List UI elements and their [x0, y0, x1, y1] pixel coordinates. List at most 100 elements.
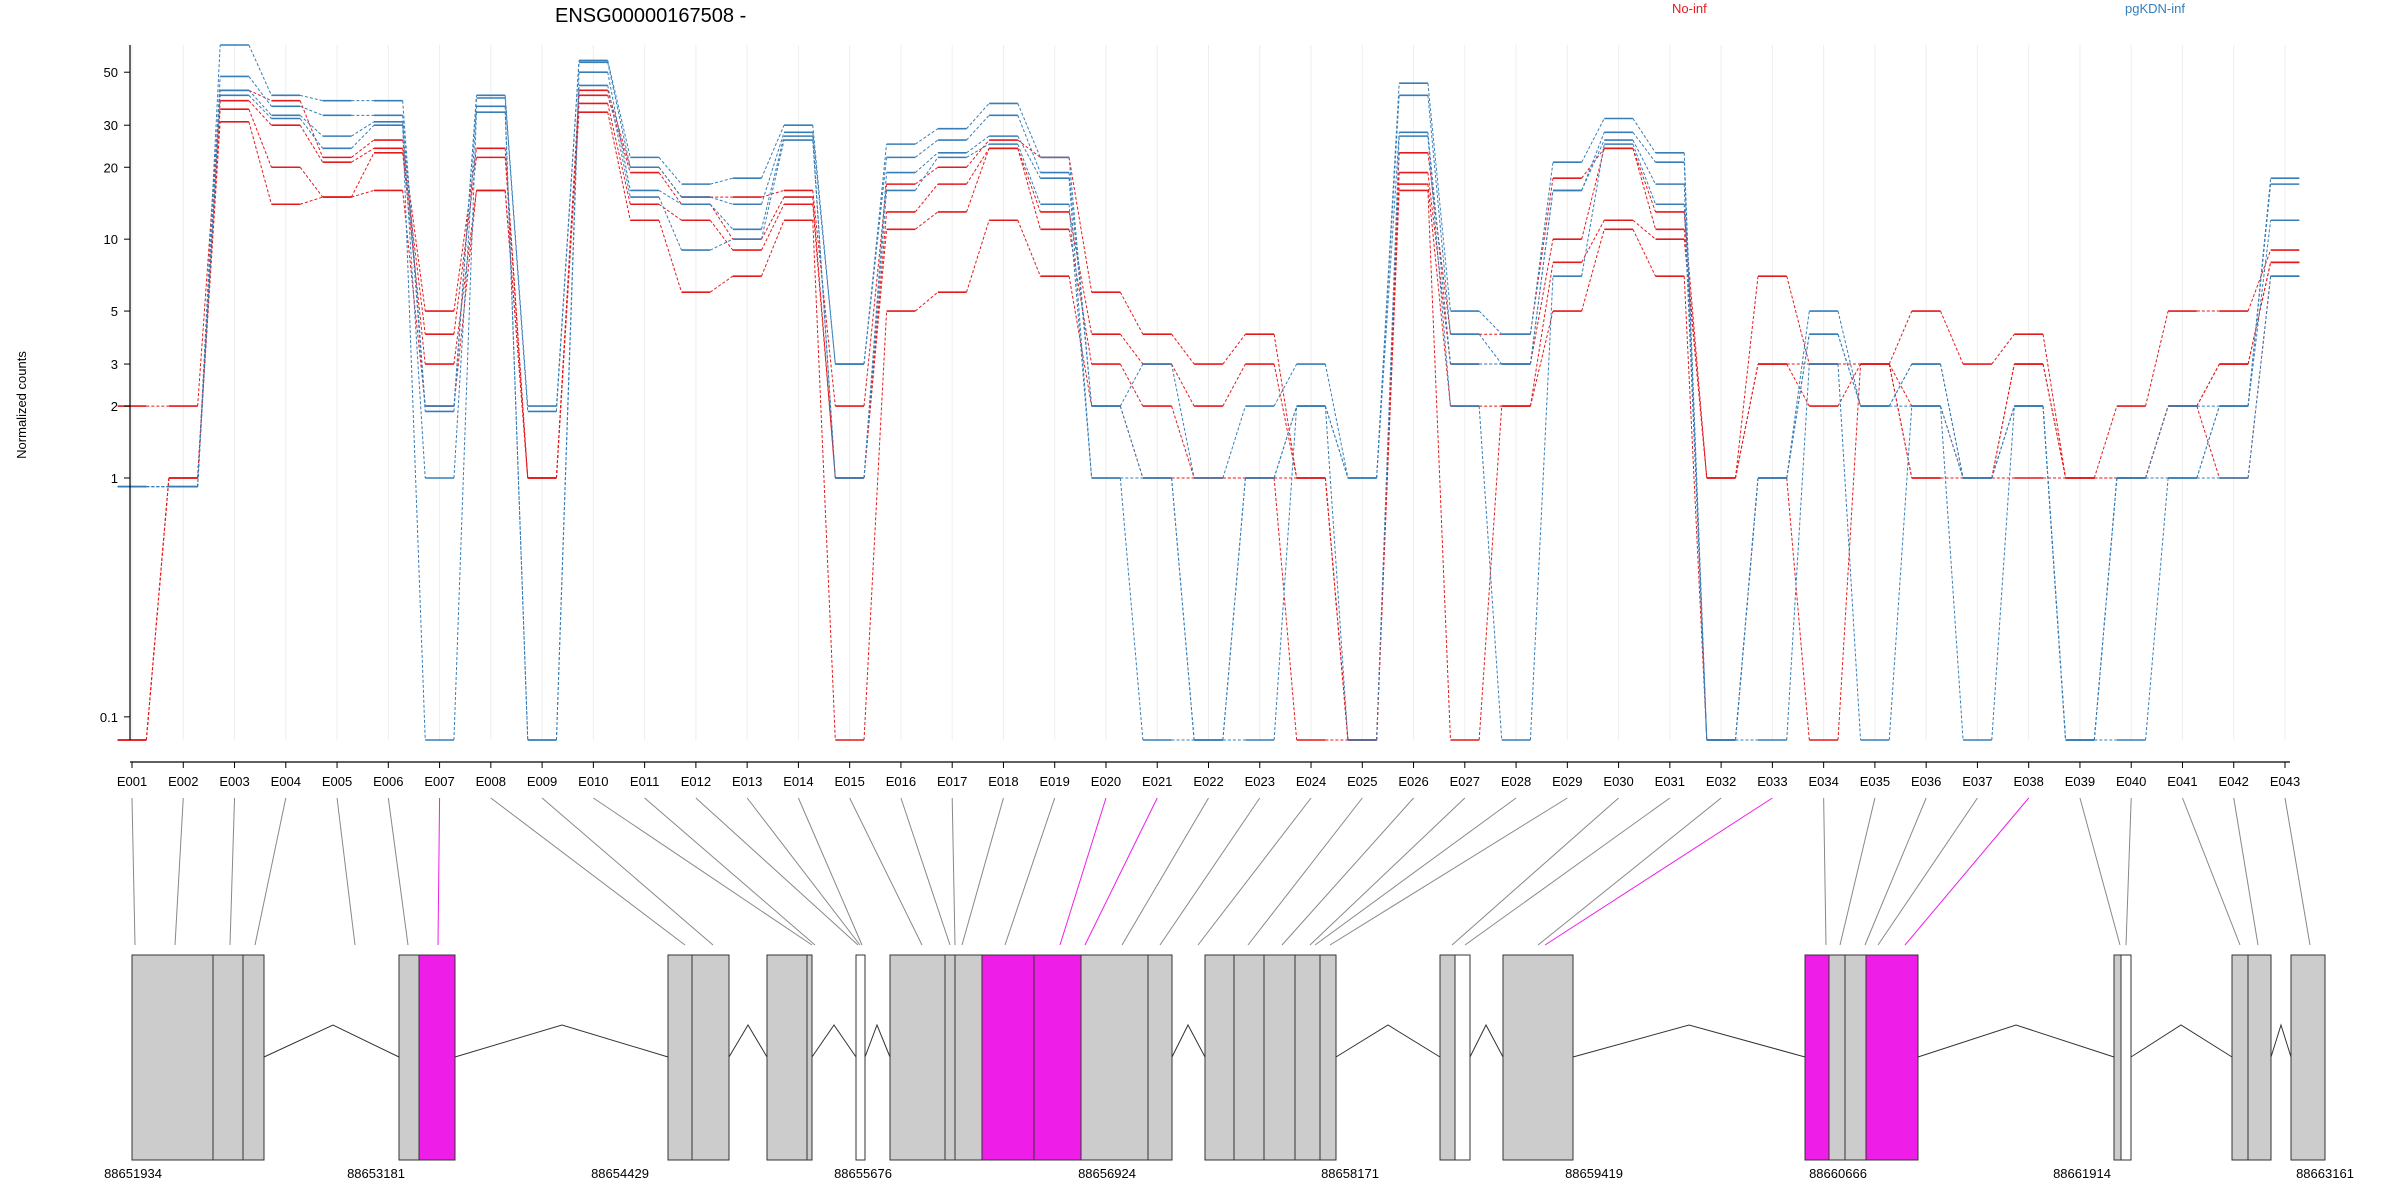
- connector-E011: [644, 797, 816, 946]
- series-3-connector: [1427, 190, 1451, 741]
- gene-model-layer: 88651934 88653181 88654429 88655676 88656924…: [104, 954, 2354, 1181]
- genomic-coordinate-label: 88655676: [834, 1166, 892, 1181]
- series-3-connector: [863, 311, 888, 741]
- x-tick-label-E018: E018: [988, 774, 1018, 789]
- exon-block: [889, 954, 946, 1161]
- exon-block: [2290, 954, 2326, 1161]
- intron-line: [864, 1023, 891, 1058]
- x-tick-label-E032: E032: [1706, 774, 1736, 789]
- series-0-connector: [402, 139, 426, 312]
- series-3-connector: [1683, 276, 1708, 741]
- series-0-connector: [453, 148, 477, 312]
- connector-E023: [1159, 797, 1261, 946]
- x-tick-label-E040: E040: [2116, 774, 2146, 789]
- series-6-connector: [914, 152, 939, 173]
- series-0-connector: [1119, 291, 1144, 335]
- exon-block: [667, 954, 693, 1161]
- series-6-connector: [607, 72, 631, 191]
- series-1-connector: [351, 147, 375, 163]
- series-7-connector: [1427, 136, 1451, 407]
- x-tick-label-E025: E025: [1347, 774, 1377, 789]
- genomic-coordinate-label: 88663161: [2296, 1166, 2354, 1181]
- series-7-connector: [1786, 364, 1810, 741]
- x-tick-label-E014: E014: [783, 774, 813, 789]
- series-4-connector: [1068, 157, 1093, 407]
- series-7-connector: [299, 118, 324, 149]
- x-tick-label-E021: E021: [1142, 774, 1172, 789]
- series-6-connector: [966, 135, 990, 154]
- genomic-coordinate-label: 88656924: [1078, 1166, 1136, 1181]
- series-4-connector: [1529, 162, 1554, 335]
- intron-line: [811, 1024, 857, 1058]
- series-4-connector: [300, 94, 323, 102]
- y-axis-label: Normalized counts: [14, 351, 29, 459]
- series-7-connector: [2145, 477, 2169, 741]
- y-tick-label: 2: [111, 399, 118, 414]
- series-0-connector: [1888, 310, 1913, 365]
- genomic-coordinate-label: 88658171: [1321, 1166, 1379, 1181]
- exon-block: [2113, 954, 2122, 1161]
- series-7-connector: [248, 95, 272, 119]
- connector-E031: [1464, 797, 1671, 946]
- exon-block: [1147, 954, 1173, 1161]
- x-tick-label-E029: E029: [1552, 774, 1582, 789]
- series-6-connector: [1940, 405, 1964, 479]
- series-1-connector: [709, 203, 734, 240]
- series-2-connector: [350, 152, 375, 198]
- series-6-connector: [1837, 334, 1862, 407]
- series-1-connector: [504, 157, 529, 479]
- series-0-connector: [2145, 310, 2169, 407]
- x-tick-label-E038: E038: [2014, 774, 2044, 789]
- legend-pgkdn-inf: pgKDN-inf: [2125, 1, 2185, 16]
- series-7-connector: [966, 143, 990, 158]
- connector-E022: [1121, 797, 1209, 946]
- series-5-connector: [402, 115, 426, 412]
- intron-line: [454, 1024, 669, 1058]
- connector-E025: [1247, 797, 1363, 946]
- series-7-connector: [402, 125, 426, 741]
- series-3-connector: [248, 121, 272, 205]
- series-1-connector: [299, 124, 324, 163]
- series-6-connector: [1017, 135, 1041, 179]
- intron-line: [263, 1024, 400, 1058]
- series-2-connector: [914, 211, 939, 230]
- series-6-connector: [402, 121, 426, 479]
- connector-E041: [2182, 797, 2241, 946]
- connector-E003: [229, 797, 236, 946]
- x-tick-label-E001: E001: [117, 774, 147, 789]
- series-1-connector: [966, 148, 990, 185]
- connector-E001: [131, 797, 136, 946]
- connector-E013: [746, 797, 861, 946]
- connector-E034: [1823, 797, 1827, 946]
- series-2-connector: [812, 204, 836, 479]
- exon-block: [855, 954, 866, 1161]
- connector-E018: [961, 797, 1004, 946]
- axis-layer: 0.1 1 2 3 5 10 20 30 50 E001 E002 E003 E004 E005 E006 E…: [100, 45, 2300, 789]
- series-4-connector: [1171, 363, 1195, 479]
- series-5-connector: [966, 114, 990, 141]
- y-tick-label: 50: [104, 65, 118, 80]
- series-5-connector: [812, 132, 836, 365]
- series-3-connector: [299, 196, 323, 205]
- series-2-connector: [1991, 363, 2015, 479]
- series-7-connector: [1991, 406, 2015, 741]
- series-4-connector: [607, 60, 631, 158]
- series-1-connector: [914, 183, 939, 213]
- series-0-connector: [1632, 148, 1656, 213]
- series-2-connector: [1017, 148, 1041, 230]
- x-tick-label-E009: E009: [527, 774, 557, 789]
- series-0-connector: [351, 139, 375, 158]
- series-7-connector: [1632, 143, 1656, 205]
- series-6-connector: [1632, 139, 1656, 185]
- series-1-connector: [248, 100, 272, 126]
- x-tick-label-E013: E013: [732, 774, 762, 789]
- series-2-connector: [2196, 363, 2220, 407]
- series-5-connector: [1888, 363, 1913, 407]
- series-4-connector: [710, 177, 733, 185]
- intron-line: [1917, 1024, 2115, 1058]
- x-tick-label-E004: E004: [271, 774, 301, 789]
- x-tick-label-E012: E012: [681, 774, 711, 789]
- connector-layer: [131, 797, 2311, 946]
- exon-block: [1502, 954, 1574, 1161]
- series-2-connector: [709, 219, 734, 251]
